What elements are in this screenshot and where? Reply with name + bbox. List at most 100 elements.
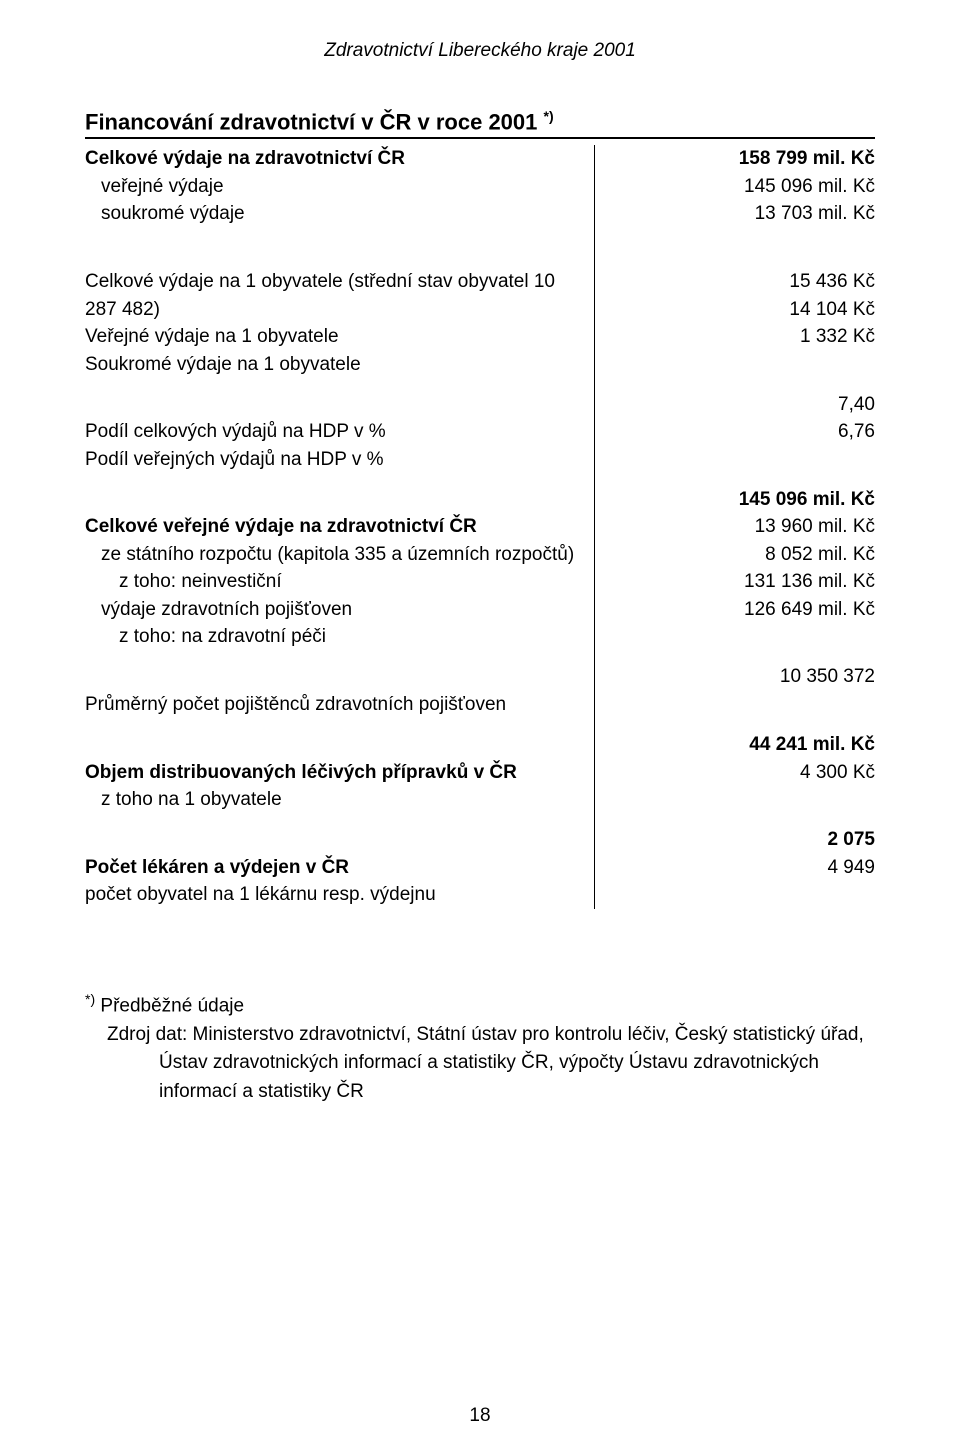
table-row-label: Počet lékáren a výdejen v ČR — [85, 854, 582, 882]
group-spacer — [85, 814, 582, 854]
row-value: 4 300 Kč — [607, 759, 875, 787]
title-superscript: *) — [544, 108, 554, 124]
group-spacer — [607, 446, 875, 486]
table-row-label: Soukromé výdaje na 1 obyvatele — [85, 351, 582, 379]
table-row-value: 4 949 — [607, 854, 875, 882]
table-row-label: Celkové výdaje na 1 obyvatele (střední s… — [85, 268, 582, 323]
labels-column: Celkové výdaje na zdravotnictví ČRveřejn… — [85, 145, 595, 908]
document-header: Zdravotnictví Libereckého kraje 2001 — [85, 40, 875, 62]
row-label: soukromé výdaje — [85, 200, 582, 228]
row-label: Soukromé výdaje na 1 obyvatele — [85, 351, 582, 379]
group-spacer — [85, 378, 582, 418]
row-value: 8 052 mil. Kč — [607, 541, 875, 569]
table-row-label: veřejné výdaje — [85, 173, 582, 201]
group-spacer — [85, 228, 582, 268]
table-row-label: počet obyvatel na 1 lékárnu resp. výdejn… — [85, 881, 582, 909]
row-value: 126 649 mil. Kč — [607, 596, 875, 624]
row-label: z toho: na zdravotní péči — [85, 623, 582, 651]
table-row-value: 15 436 Kč — [607, 268, 875, 296]
table-row-label: Objem distribuovaných léčivých přípravků… — [85, 759, 582, 787]
row-value: 13 703 mil. Kč — [607, 200, 875, 228]
footnote-marker: *) — [85, 991, 95, 1007]
table-row-label: Podíl veřejných výdajů na HDP v % — [85, 446, 582, 474]
row-value: 145 096 mil. Kč — [607, 173, 875, 201]
group-spacer — [607, 786, 875, 826]
table-row-value: 14 104 Kč — [607, 296, 875, 324]
page-title: Financování zdravotnictví v ČR v roce 20… — [85, 108, 875, 135]
row-value: 131 136 mil. Kč — [607, 568, 875, 596]
footnote-block: *) Předběžné údaje Zdroj dat: Ministerst… — [85, 989, 875, 1106]
data-table: Celkové výdaje na zdravotnictví ČRveřejn… — [85, 145, 875, 908]
table-row-label: Podíl celkových výdajů na HDP v % — [85, 418, 582, 446]
page-number: 18 — [0, 1405, 960, 1427]
row-label: Celkové výdaje na 1 obyvatele (střední s… — [85, 268, 582, 323]
row-label: Celkové veřejné výdaje na zdravotnictví … — [85, 513, 582, 541]
table-row-value: 8 052 mil. Kč — [607, 541, 875, 569]
table-row-value: 10 350 372 — [607, 663, 875, 691]
table-row-value: 6,76 — [607, 418, 875, 446]
footnote-line: *) Předběžné údaje — [85, 989, 875, 1021]
group-spacer — [85, 473, 582, 513]
table-row-value: 131 136 mil. Kč — [607, 568, 875, 596]
table-row-label: z toho: neinvestiční — [85, 568, 582, 596]
source-line-2: Ústav zdravotnických informací a statist… — [85, 1049, 875, 1106]
row-value: 44 241 mil. Kč — [607, 731, 875, 759]
row-value: 158 799 mil. Kč — [607, 145, 875, 173]
table-row-label: z toho: na zdravotní péči — [85, 623, 582, 651]
page: Zdravotnictví Libereckého kraje 2001 Fin… — [0, 0, 960, 1455]
row-label: počet obyvatel na 1 lékárnu resp. výdejn… — [85, 881, 582, 909]
footnote-text: Předběžné údaje — [100, 995, 244, 1016]
row-label: z toho: neinvestiční — [85, 568, 582, 596]
table-row-label: Celkové výdaje na zdravotnictví ČR — [85, 145, 582, 173]
table-row-value: 13 960 mil. Kč — [607, 513, 875, 541]
table-row-label: Veřejné výdaje na 1 obyvatele — [85, 323, 582, 351]
table-row-label: ze státního rozpočtu (kapitola 335 a úze… — [85, 541, 582, 569]
table-row-value: 126 649 mil. Kč — [607, 596, 875, 624]
title-rule — [85, 137, 875, 139]
table-row-value: 7,40 — [607, 391, 875, 419]
row-value: 145 096 mil. Kč — [607, 486, 875, 514]
row-value: 1 332 Kč — [607, 323, 875, 351]
row-label: Veřejné výdaje na 1 obyvatele — [85, 323, 582, 351]
row-label: veřejné výdaje — [85, 173, 582, 201]
row-value: 6,76 — [607, 418, 875, 446]
row-label: Počet lékáren a výdejen v ČR — [85, 854, 582, 882]
table-row-value: 145 096 mil. Kč — [607, 173, 875, 201]
source-line-1: Zdroj dat: Ministerstvo zdravotnictví, S… — [85, 1021, 875, 1050]
row-label: Objem distribuovaných léčivých přípravků… — [85, 759, 582, 787]
group-spacer — [607, 351, 875, 391]
row-value: 15 436 Kč — [607, 268, 875, 296]
table-row-value: 44 241 mil. Kč — [607, 731, 875, 759]
row-value: 4 949 — [607, 854, 875, 882]
row-label: z toho na 1 obyvatele — [85, 786, 582, 814]
table-row-value: 4 300 Kč — [607, 759, 875, 787]
table-row-value: 145 096 mil. Kč — [607, 486, 875, 514]
group-spacer — [607, 623, 875, 663]
group-spacer — [607, 691, 875, 731]
row-label: Průměrný počet pojištěnců zdravotních po… — [85, 691, 582, 719]
table-row-value: 158 799 mil. Kč — [607, 145, 875, 173]
row-label: ze státního rozpočtu (kapitola 335 a úze… — [85, 541, 582, 569]
values-column: 158 799 mil. Kč145 096 mil. Kč13 703 mil… — [595, 145, 875, 908]
row-label: výdaje zdravotních pojišťoven — [85, 596, 582, 624]
row-label: Podíl veřejných výdajů na HDP v % — [85, 446, 582, 474]
row-value: 10 350 372 — [607, 663, 875, 691]
table-row-value: 13 703 mil. Kč — [607, 200, 875, 228]
table-row-label: Celkové veřejné výdaje na zdravotnictví … — [85, 513, 582, 541]
table-row-label: Průměrný počet pojištěnců zdravotních po… — [85, 691, 582, 719]
group-spacer — [607, 228, 875, 268]
row-value: 13 960 mil. Kč — [607, 513, 875, 541]
row-value: 2 075 — [607, 826, 875, 854]
row-value: 14 104 Kč — [607, 296, 875, 324]
group-spacer — [85, 719, 582, 759]
row-label: Celkové výdaje na zdravotnictví ČR — [85, 145, 582, 173]
group-spacer — [85, 651, 582, 691]
table-row-label: z toho na 1 obyvatele — [85, 786, 582, 814]
row-label: Podíl celkových výdajů na HDP v % — [85, 418, 582, 446]
table-row-label: soukromé výdaje — [85, 200, 582, 228]
table-row-value: 2 075 — [607, 826, 875, 854]
row-value: 7,40 — [607, 391, 875, 419]
table-row-label: výdaje zdravotních pojišťoven — [85, 596, 582, 624]
table-row-value: 1 332 Kč — [607, 323, 875, 351]
title-text: Financování zdravotnictví v ČR v roce 20… — [85, 109, 537, 134]
